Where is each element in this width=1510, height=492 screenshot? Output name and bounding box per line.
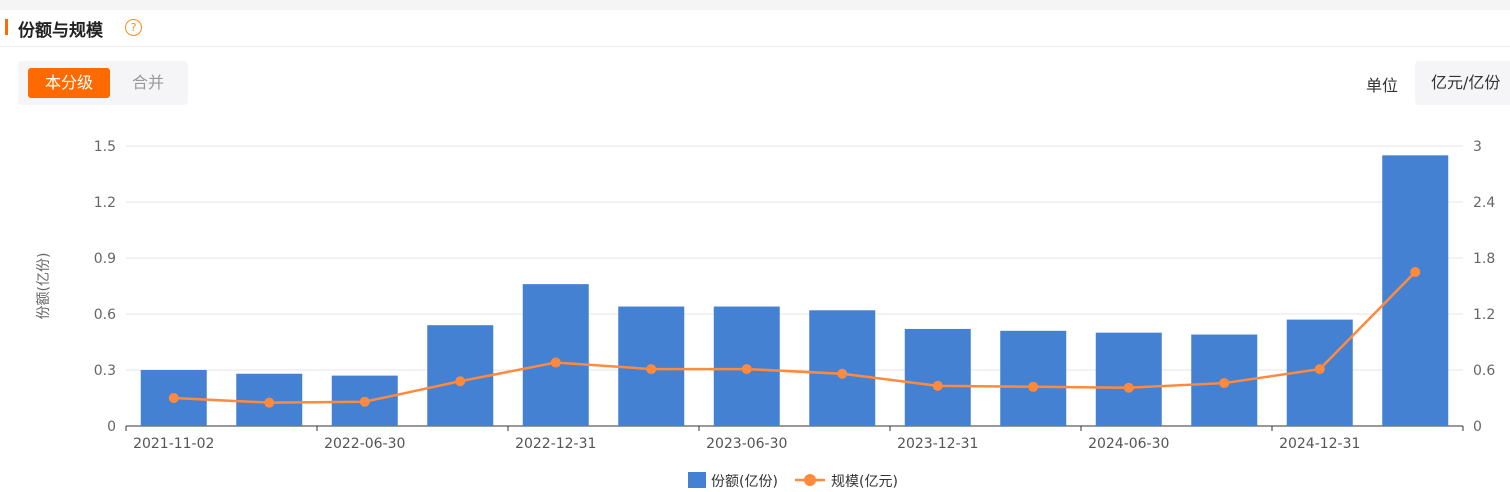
y-tick-label-right: 1.8	[1473, 251, 1495, 267]
tab-merged[interactable]: 合并	[131, 73, 164, 92]
scale-point	[550, 357, 561, 368]
x-tick-label: 2023-12-31	[897, 436, 978, 452]
y-tick-label-left: 0.6	[94, 307, 116, 323]
y-tick-label-left: 1.5	[94, 139, 116, 155]
scale-point	[837, 368, 848, 379]
y-tick-label-right: 2.4	[1473, 195, 1495, 211]
y-tick-label-right: 3	[1473, 139, 1482, 155]
y-axis-title: 份额(亿份)	[36, 253, 52, 320]
bar	[1000, 330, 1067, 426]
title-accent-bar	[5, 19, 8, 35]
x-tick-label: 2023-06-30	[706, 436, 787, 452]
legend-bar-swatch	[688, 472, 706, 488]
unit-label: 单位	[1366, 76, 1399, 95]
y-tick-label-right: 0.6	[1473, 363, 1495, 379]
scale-line	[173, 271, 1417, 404]
scale-point	[741, 364, 752, 375]
help-icon[interactable]: ?	[125, 19, 142, 36]
bar	[427, 325, 494, 426]
scale-point	[1410, 267, 1421, 277]
share-scale-chart: 0 0.3 0.6 0.9 1.2 1.5 0 0.6 1.2 1.8 2.4 3 份额(亿份) 2021…	[36, 139, 1495, 490]
y-tick-label-right: 1.2	[1473, 307, 1495, 323]
scale-point	[264, 397, 275, 408]
share-scale-panel: 份额与规模 ? 本分级 合并 单位 亿元/亿份 0 0.3 0.6 0.9 1.2 1.5…	[0, 10, 1510, 492]
scale-point	[1219, 378, 1230, 389]
scale-point	[359, 396, 370, 407]
bar	[904, 328, 971, 426]
bar	[809, 310, 876, 426]
y-tick-label-right: 0	[1473, 419, 1482, 435]
unit-select[interactable]: 亿元/亿份	[1415, 61, 1510, 105]
x-tick-label: 2024-06-30	[1088, 436, 1169, 452]
bar	[522, 284, 589, 426]
x-tick-label: 2022-06-30	[324, 436, 405, 452]
y-tick-label-left: 1.2	[94, 195, 116, 211]
section-title: 份额与规模	[18, 21, 103, 41]
scale-point	[1028, 381, 1039, 392]
x-tick-label: 2022-12-31	[515, 436, 596, 452]
tab-this-class[interactable]: 本分级	[28, 68, 110, 98]
legend-line-label: 规模(亿元)	[831, 474, 898, 490]
class-toggle: 本分级 合并	[18, 61, 188, 105]
bar	[1095, 332, 1162, 426]
y-tick-label-left: 0	[107, 419, 116, 435]
scale-point	[932, 380, 943, 391]
y-tick-label-left: 0.9	[94, 251, 116, 267]
legend-line-marker	[804, 474, 816, 486]
scale-point	[1314, 364, 1325, 375]
scale-point	[1123, 382, 1134, 393]
x-tick-label: 2021-11-02	[133, 436, 214, 452]
bar	[1382, 155, 1449, 427]
scale-point	[168, 393, 179, 403]
scale-point	[455, 376, 466, 387]
legend-bar-label: 份额(亿份)	[711, 474, 778, 490]
section-header: 份额与规模 ?	[0, 10, 1510, 47]
y-tick-label-left: 0.3	[94, 363, 116, 379]
x-tick-label: 2024-12-31	[1279, 436, 1360, 452]
scale-point	[646, 364, 657, 375]
